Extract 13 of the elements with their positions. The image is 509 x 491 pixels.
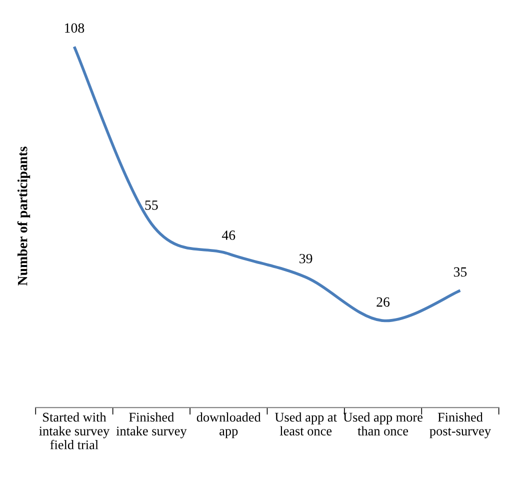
x-tick-label: Used app more than once — [343, 412, 422, 436]
x-tick-label: Used app at least once — [274, 412, 337, 436]
x-tick-label: Finished post-survey — [430, 412, 491, 438]
x-tick-label: Started with intake survey field trial — [39, 412, 110, 450]
x-tick-label: downloaded app — [196, 412, 261, 438]
data-label: 55 — [145, 200, 158, 210]
data-label: 26 — [376, 297, 390, 307]
data-label: 39 — [300, 254, 312, 264]
data-label: 35 — [454, 267, 467, 277]
y-axis-title: Number of participants — [17, 146, 30, 286]
x-tick-label: Finished intake survey — [116, 412, 187, 438]
data-label: 46 — [222, 230, 236, 240]
data-label: 108 — [65, 23, 84, 33]
